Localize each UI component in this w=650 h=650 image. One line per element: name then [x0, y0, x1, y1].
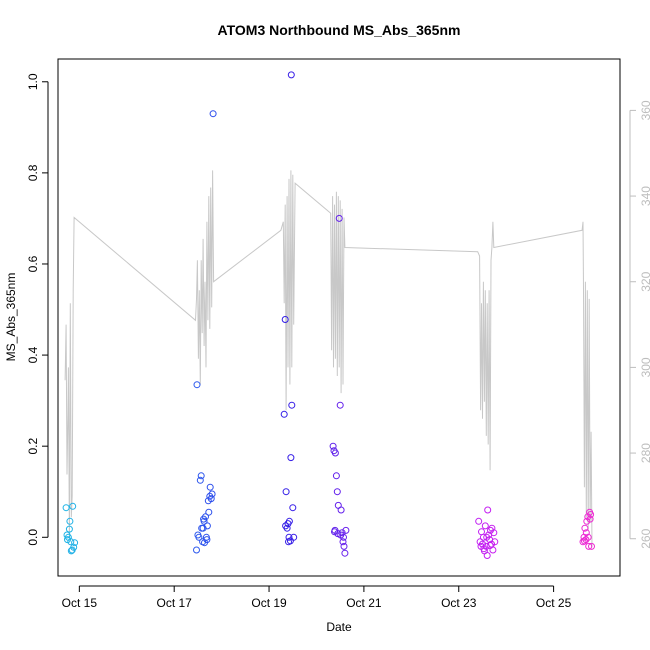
data-point — [69, 502, 77, 510]
data-point — [281, 316, 289, 323]
x-tick-label: Oct 23 — [441, 596, 477, 610]
y2-tick-label: 320 — [639, 271, 650, 291]
x-tick-label: Oct 25 — [536, 596, 572, 610]
data-point — [476, 538, 484, 546]
data-point — [193, 546, 200, 554]
data-point — [62, 504, 70, 512]
data-point — [584, 533, 592, 541]
data-point — [285, 533, 293, 541]
data-point — [582, 536, 590, 544]
x-tick-label: Oct 19 — [251, 596, 287, 610]
data-point — [196, 476, 204, 484]
axes: Oct 15 Oct 17 Oct 19 Oct 21 Oct 23 Oct 25 0.0 0… — [26, 73, 650, 610]
x-axis-label: Date — [326, 620, 352, 634]
data-point — [67, 547, 75, 555]
data-point — [332, 472, 340, 480]
data-point — [199, 524, 207, 532]
data-point — [285, 538, 292, 546]
data-point — [280, 410, 288, 418]
data-point — [329, 442, 337, 450]
data-point — [475, 517, 483, 525]
data-point — [339, 538, 347, 546]
data-point — [480, 545, 488, 553]
data-point — [197, 472, 205, 480]
data-point — [331, 449, 339, 457]
data-point — [340, 542, 348, 550]
data-point — [588, 542, 595, 550]
x-tick-label: Oct 21 — [346, 596, 382, 610]
data-point — [209, 110, 217, 118]
data-point — [70, 543, 78, 551]
data-point — [483, 533, 491, 541]
data-point — [282, 522, 290, 530]
chart-title: ATOM3 Northbound MS_Abs_365nm — [218, 22, 461, 38]
y-tick-label: 0.4 — [26, 346, 40, 363]
plot-frame — [57, 58, 621, 577]
x-tick-label: Oct 15 — [62, 596, 98, 610]
data-point — [66, 517, 74, 525]
data-point — [333, 488, 341, 496]
data-point — [481, 522, 489, 530]
data-point — [287, 454, 295, 462]
data-point — [285, 517, 293, 525]
data-point — [289, 504, 297, 512]
y-tick-label: 0.2 — [26, 438, 40, 455]
data-point — [208, 490, 216, 498]
data-point — [337, 506, 345, 514]
data-point — [67, 538, 75, 546]
data-point — [342, 526, 350, 534]
data-point — [336, 401, 344, 409]
data-point — [488, 524, 496, 532]
data-point — [582, 529, 590, 537]
data-point — [483, 552, 491, 559]
data-point — [288, 401, 296, 409]
data-point — [491, 538, 499, 546]
y-tick-label: 0.8 — [26, 164, 40, 181]
y2-tick-label: 260 — [639, 528, 650, 548]
data-point — [341, 549, 349, 557]
data-point — [331, 528, 338, 536]
y-axis-label: MS_Abs_365nm — [4, 273, 18, 362]
y-tick-label: 0.0 — [26, 529, 40, 546]
data-point — [207, 495, 215, 503]
data-point — [585, 542, 593, 550]
data-point — [290, 533, 298, 541]
data-point — [282, 488, 290, 496]
data-point — [580, 537, 588, 545]
x-tick-label: Oct 17 — [157, 596, 193, 610]
y2-tick-label: 300 — [639, 357, 650, 377]
plot-area — [62, 71, 595, 559]
y-tick-label: 0.6 — [26, 255, 40, 272]
y-tick-label: 1.0 — [26, 73, 40, 90]
data-point — [193, 381, 201, 389]
data-point — [335, 214, 343, 222]
data-point — [71, 539, 79, 547]
data-point — [581, 524, 589, 532]
data-point — [203, 536, 211, 544]
data-point — [479, 540, 486, 548]
data-point — [586, 515, 594, 523]
data-point — [65, 525, 73, 533]
data-point — [484, 506, 492, 514]
data-point — [478, 528, 485, 536]
right-axis-line-series — [64, 170, 593, 548]
data-point — [340, 533, 347, 541]
y2-tick-label: 340 — [639, 186, 650, 206]
data-point — [490, 529, 498, 537]
data-point — [486, 542, 494, 549]
data-point — [202, 513, 209, 521]
data-point — [287, 71, 295, 79]
data-point — [195, 533, 203, 541]
y2-tick-label: 280 — [639, 443, 650, 463]
data-point — [206, 483, 214, 491]
y2-tick-label: 360 — [639, 100, 650, 120]
data-point — [205, 508, 213, 516]
data-point — [200, 517, 208, 525]
data-point — [587, 511, 595, 518]
